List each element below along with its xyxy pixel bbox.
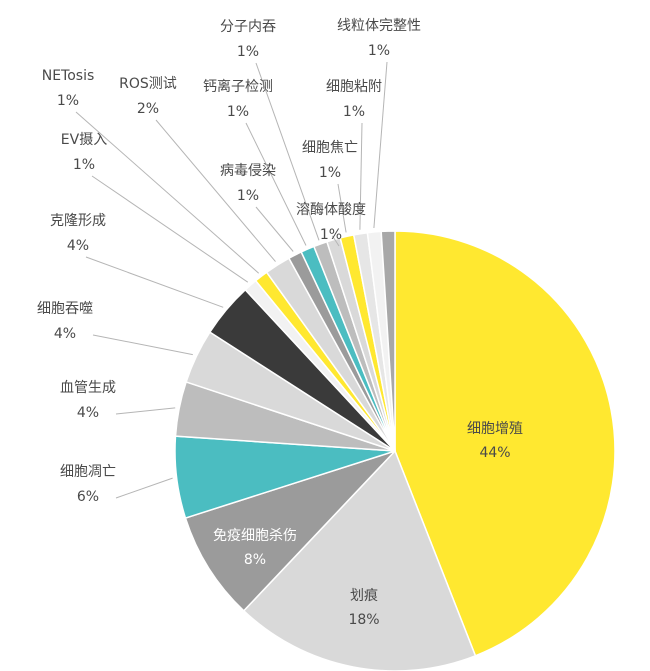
slice-label: 细胞焦亡 (302, 140, 358, 156)
leader-lines (75, 61, 388, 499)
pie-slice (242, 449, 477, 671)
slice-label: 免疫细胞杀伤 (213, 528, 297, 544)
leader-line (91, 175, 249, 283)
slice-labels: 细胞增殖 44% 划痕 18% 免疫细胞杀伤 8% 细胞凋亡 6% 血管生成 4% 细胞吞噬 4% 克隆… (37, 18, 523, 628)
slice-value-label: 18% (348, 612, 379, 628)
slice-label: 血管生成 (60, 380, 116, 396)
leader-line (331, 235, 340, 247)
slice-value-label: 4% (54, 326, 76, 342)
slice-value-label: 1% (73, 157, 95, 173)
slice-label: EV摄入 (61, 132, 107, 148)
slice-value-label: 2% (137, 101, 159, 117)
leader-line (245, 122, 307, 246)
pie-slice (380, 230, 396, 452)
slice-value-label: 44% (479, 445, 510, 461)
leader-line (75, 111, 260, 274)
leader-line (359, 122, 363, 230)
slice-value-label: 6% (77, 489, 99, 505)
slice-label: 克隆形成 (50, 213, 106, 229)
pie-slice (394, 230, 616, 657)
slice-label: 溶酶体酸度 (296, 202, 366, 218)
slice-value-label: 4% (67, 238, 89, 254)
slice-value-label: 4% (77, 405, 99, 421)
pie-slices (174, 230, 616, 671)
slice-label: 钙离子检测 (203, 78, 273, 95)
leader-line (115, 477, 173, 499)
slice-value-label: 8% (244, 552, 266, 568)
slice-label: 细胞凋亡 (60, 464, 116, 480)
slice-value-label: 1% (237, 188, 259, 204)
slice-label: 分子内吞 (220, 19, 276, 35)
slice-label: 病毒侵染 (220, 162, 276, 179)
leader-line (337, 183, 347, 233)
slice-value-label: 1% (227, 104, 249, 120)
slice-label: ROS测试 (119, 76, 177, 92)
slice-value-label: 1% (237, 44, 259, 60)
slice-value-label: 1% (320, 227, 342, 243)
slice-label: 细胞增殖 (467, 420, 523, 437)
slice-label: 细胞粘附 (326, 79, 382, 95)
slice-label: 细胞吞噬 (37, 301, 93, 317)
leader-line (255, 62, 320, 241)
leader-line (85, 256, 224, 308)
leader-line (115, 407, 176, 415)
slice-value-label: 1% (368, 43, 390, 59)
leader-line (373, 61, 388, 229)
leader-line (255, 206, 294, 252)
slice-value-label: 1% (343, 104, 365, 120)
leader-line (92, 334, 193, 356)
slice-value-label: 1% (57, 93, 79, 109)
pie-slice (184, 450, 396, 612)
slice-label: 划痕 (350, 588, 378, 604)
slice-label: 线粒体完整性 (337, 18, 421, 34)
leader-line (155, 119, 276, 262)
slice-label: NETosis (42, 68, 95, 84)
slice-value-label: 1% (319, 165, 341, 181)
